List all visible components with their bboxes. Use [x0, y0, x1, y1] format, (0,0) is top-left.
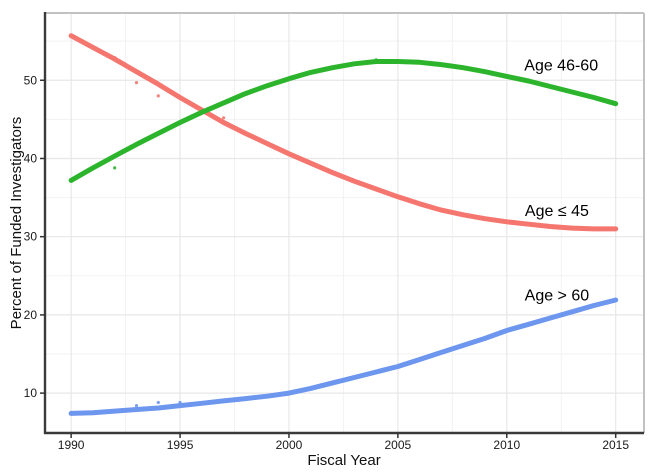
x-tick-label: 1995 [167, 438, 194, 452]
series-label-age-46-60: Age 46-60 [524, 57, 598, 74]
data-point-age-gt-60 [134, 404, 139, 408]
y-axis-title: Percent of Funded Investigators [8, 117, 25, 330]
series-label-age-gt-60: Age > 60 [525, 287, 590, 304]
y-tick-label: 20 [24, 308, 38, 322]
data-point-age-46-60 [374, 58, 378, 62]
axis-tick-labels: 1990 1995 2000 2005 2010 2015 10 20 30 40 50 [24, 73, 630, 452]
x-tick-label: 2010 [493, 438, 520, 452]
gridlines-minor [45, 13, 644, 433]
series-line-age-le-45 [68, 33, 619, 232]
x-tick-label: 1990 [58, 438, 85, 452]
x-tick-label: 2005 [385, 438, 412, 452]
series-line-age-46-60 [68, 59, 619, 183]
gridlines-major [45, 13, 644, 433]
data-point-age-le-45 [113, 56, 117, 60]
axis-ticks [40, 79, 617, 438]
data-point-age-le-45 [222, 116, 226, 120]
y-tick-label: 30 [24, 230, 38, 244]
data-point-age-le-45 [156, 94, 160, 98]
series-group [68, 33, 619, 416]
data-point-age-gt-60 [178, 400, 182, 405]
x-tick-label: 2015 [602, 438, 629, 452]
y-tick-label: 10 [24, 386, 38, 400]
data-point-age-le-45 [134, 81, 139, 85]
x-tick-label: 2000 [276, 438, 303, 452]
series-line-age-gt-60 [68, 297, 619, 416]
data-point-age-46-60 [113, 166, 117, 170]
y-tick-label: 40 [24, 151, 38, 165]
data-point-age-gt-60 [156, 400, 160, 405]
x-axis-title: Fiscal Year [307, 452, 380, 469]
y-tick-label: 50 [24, 73, 38, 87]
series-label-age-le-45: Age ≤ 45 [525, 203, 589, 220]
